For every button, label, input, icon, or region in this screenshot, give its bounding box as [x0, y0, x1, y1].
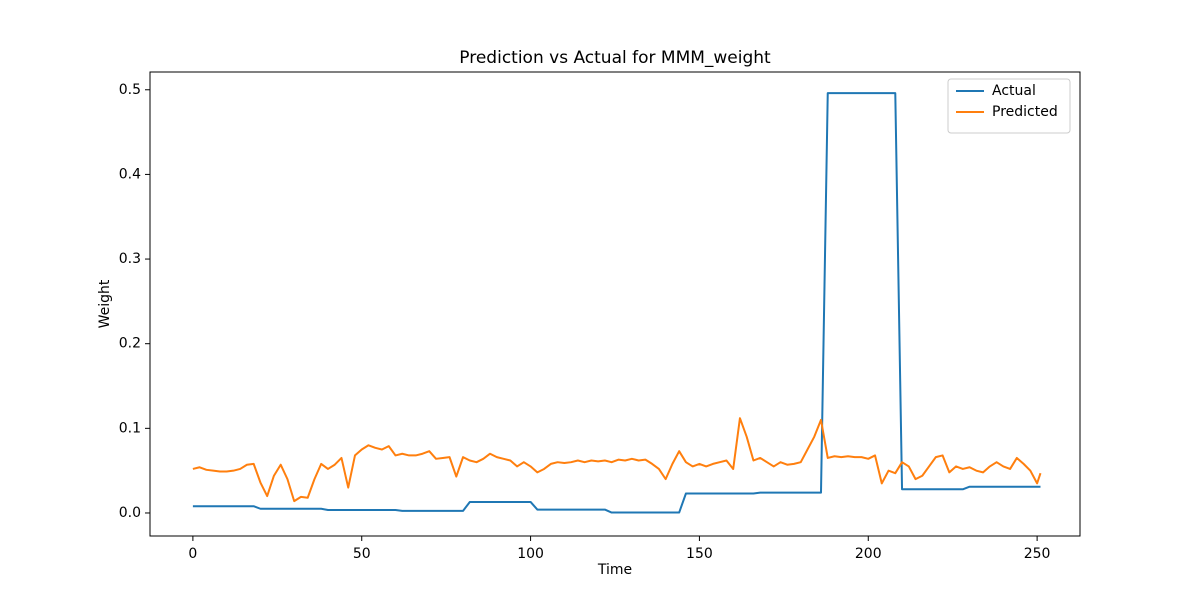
x-tick-label: 0 [188, 546, 197, 562]
line-series [192, 92, 1041, 514]
x-tick-label: 100 [517, 546, 544, 562]
y-tick-label: 0.2 [119, 336, 141, 352]
x-tick-label: 250 [1024, 546, 1051, 562]
y-tick-label: 0.5 [119, 82, 141, 98]
x-axis-label: Time [597, 562, 632, 578]
chart-title: Prediction vs Actual for MMM_weight [459, 48, 771, 68]
y-axis-label: Weight [97, 279, 113, 328]
plot-frame [149, 71, 1081, 537]
legend-label: Predicted [992, 104, 1058, 120]
legend-box [947, 78, 1071, 134]
x-tick-label: 200 [855, 546, 882, 562]
legend-label: Actual [992, 83, 1036, 99]
y-tick-label: 0.0 [119, 505, 141, 521]
x-tick-label: 50 [353, 546, 371, 562]
y-tick-label: 0.4 [119, 166, 141, 182]
x-tick-label: 150 [686, 546, 713, 562]
y-tick-label: 0.1 [119, 420, 141, 436]
y-tick-label: 0.3 [119, 251, 141, 267]
line-series [192, 417, 1042, 503]
